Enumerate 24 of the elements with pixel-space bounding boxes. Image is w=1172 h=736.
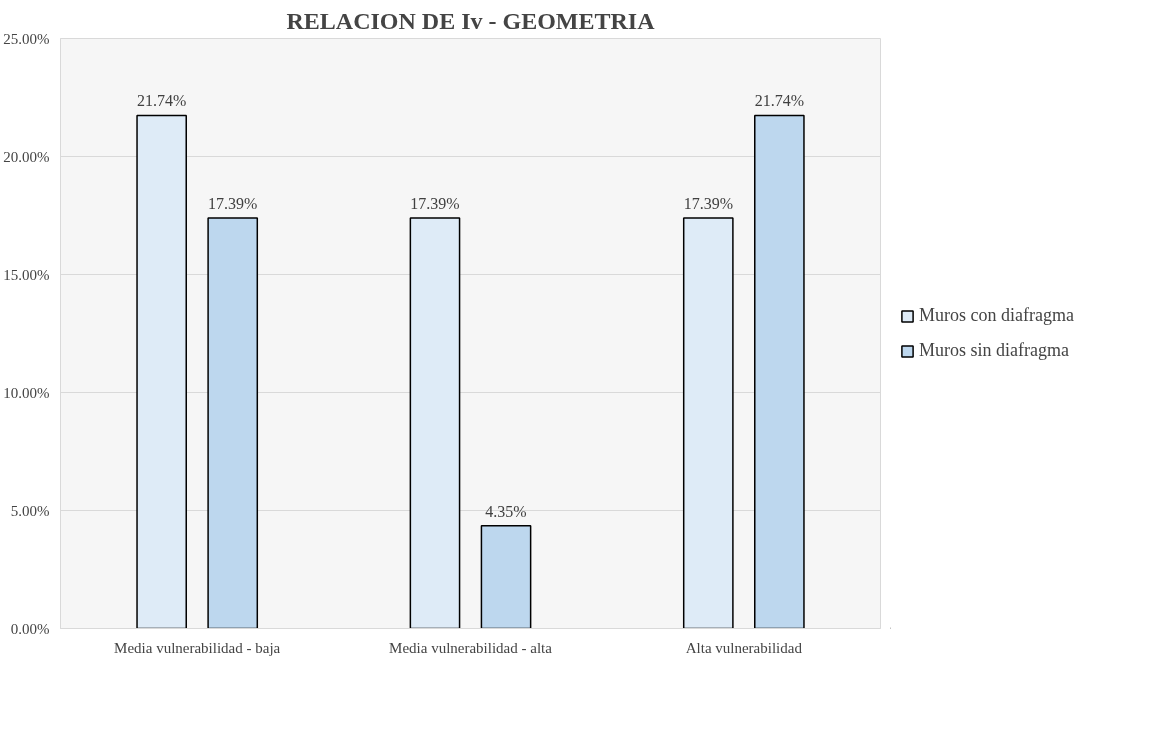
- bar: [682, 217, 734, 629]
- data-label: 21.74%: [136, 92, 187, 110]
- data-label: 21.74%: [754, 92, 805, 110]
- data-label: 4.35%: [485, 502, 527, 520]
- x-tick-label: Media vulnerabilidad - baja: [114, 639, 281, 656]
- legend-label: Muros con diafragma: [919, 305, 1074, 326]
- chart-title: RELACION DE Iv - GEOMETRIA: [286, 7, 656, 34]
- data-label: 17.39%: [208, 195, 258, 213]
- y-tick-label: 25.00%: [3, 30, 50, 47]
- x-tick-label: Alta vulnerabilidad: [685, 639, 803, 656]
- y-tick-label: 15.00%: [3, 266, 50, 283]
- bar: [754, 114, 805, 629]
- y-tick-label: 10.00%: [3, 384, 50, 401]
- data-label: 17.39%: [683, 195, 733, 213]
- legend-label: Muros sin diafragma: [919, 340, 1069, 361]
- bar: [409, 217, 461, 629]
- bar: [480, 525, 532, 629]
- y-tick-label: 5.00%: [10, 502, 50, 519]
- x-tick-label: Media vulnerabilidad - alta: [389, 639, 553, 656]
- bar: [207, 217, 259, 629]
- bar: [136, 114, 187, 629]
- y-tick-label: 0.00%: [10, 620, 50, 637]
- data-label: 17.39%: [410, 195, 460, 213]
- y-tick-label: 20.00%: [3, 148, 50, 165]
